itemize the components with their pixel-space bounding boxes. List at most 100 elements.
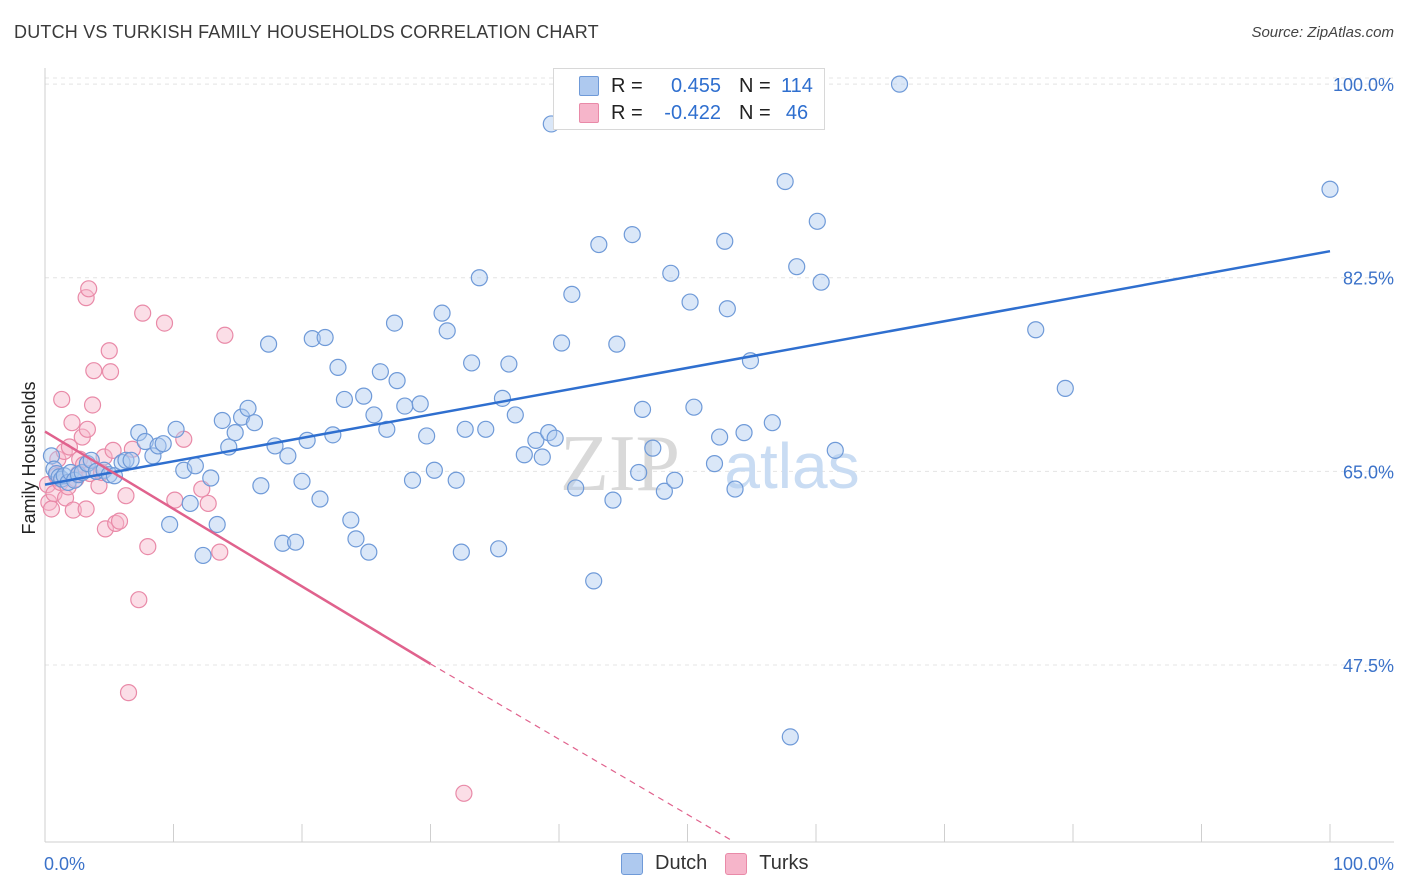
dutch-point [644,439,662,457]
dutch-point [1056,379,1074,397]
dutch-swatch [579,76,599,96]
dutch-point [347,530,365,548]
series-legend: Dutch Turks [621,852,827,875]
dutch-point [418,427,436,445]
dutch-point [456,420,474,438]
dutch-point [122,451,140,469]
dutch-point [425,461,443,479]
dutch-point [735,424,753,442]
dutch-point [812,273,830,291]
dutch-point [681,293,699,311]
dutch-point [447,471,465,489]
dutch-point [705,455,724,473]
turks-point [83,396,102,414]
dutch-point [716,232,734,250]
dutch-point [233,408,251,426]
dutch-point [167,420,185,438]
stats-legend: R = 0.455 N = 114 R = -0.422 N = 46 [553,68,825,130]
turks-point [139,537,157,556]
dutch-point [194,546,212,565]
dutch-point [154,435,172,453]
dutch-point [161,515,179,534]
dutch-point [259,335,278,353]
turks-swatch [579,103,599,123]
x-tick-label-min: 0.0% [44,854,85,874]
turks-point [96,520,114,538]
chart-title: DUTCH VS TURKISH FAMILY HOUSEHOLDS CORRE… [14,22,599,42]
dutch-point [286,533,305,551]
turks-point [95,448,113,466]
dutch-point [365,406,383,424]
turks-r-value: -0.422 [664,101,721,124]
turks-legend-label: Turks [759,852,809,874]
dutch-point [776,172,794,191]
y-tick-label: 47.5% [1343,656,1394,676]
turks-point [78,420,97,438]
turks-point [117,487,135,505]
dutch-point [403,471,422,489]
turks-point [216,326,234,344]
source-credit: Source: ZipAtlas.com [1251,24,1394,41]
dutch-point [500,355,518,373]
turks-point [193,480,211,498]
turks-series [38,280,473,802]
turks-legend-swatch [725,852,748,875]
dutch-r-value: 0.455 [670,74,721,97]
dutch-point [335,390,354,409]
dutch-n-label: N = [739,74,771,97]
tick-labels: 0.0% 100.0% 47.5% 65.0% 82.5% 100.0% [44,75,1394,874]
dutch-point [360,543,378,561]
dutch-point [477,420,495,438]
dutch-point [438,322,456,340]
dutch-point [136,432,154,451]
dutch-point [324,426,342,444]
turks-point [130,591,148,609]
dutch-point [623,225,641,244]
dutch-point [590,235,608,254]
turks-point [53,390,71,409]
dutch-point [208,515,226,534]
dutch-point [329,358,347,376]
dutch-point [493,389,512,407]
legend-item-dutch[interactable]: Dutch [621,852,707,875]
legend-item-turks[interactable]: Turks [725,852,809,875]
turks-point [100,342,118,360]
dutch-point [385,314,404,332]
turks-point [85,362,103,380]
dutch-point [311,490,329,508]
dutch-point [604,491,622,509]
turks-point [42,500,61,518]
dutch-point [463,354,481,372]
y-tick-label: 65.0% [1343,462,1394,482]
dutch-point [355,387,373,405]
dutch-point [388,372,406,390]
dutch-point [411,395,429,413]
turks-trend-line [44,430,432,665]
dutch-point [567,479,585,497]
dutch-point [1027,321,1045,339]
dutch-point [515,446,533,464]
dutch-point [808,212,826,230]
dutch-point [633,400,652,419]
dutch-point [245,414,264,432]
dutch-point [662,264,680,282]
turks-point [211,543,229,561]
turks-n-value: 46 [785,101,809,124]
dutch-point [186,457,204,475]
turks-point [155,314,174,332]
dutch-point [452,543,470,561]
dutch-point [763,414,781,432]
dutch-point [527,431,545,449]
dutch-point [1321,180,1339,198]
dutch-point [630,463,648,482]
dutch-point [711,428,729,446]
dutch-point [608,335,626,353]
dutch-point [371,363,389,381]
dutch-point [546,429,564,447]
turks-point [104,441,122,459]
dutch-n-value: 114 [781,74,813,97]
dutch-point [303,329,321,348]
turks-point [77,500,95,518]
trend-lines [44,249,1331,842]
dutch-point [890,75,909,93]
